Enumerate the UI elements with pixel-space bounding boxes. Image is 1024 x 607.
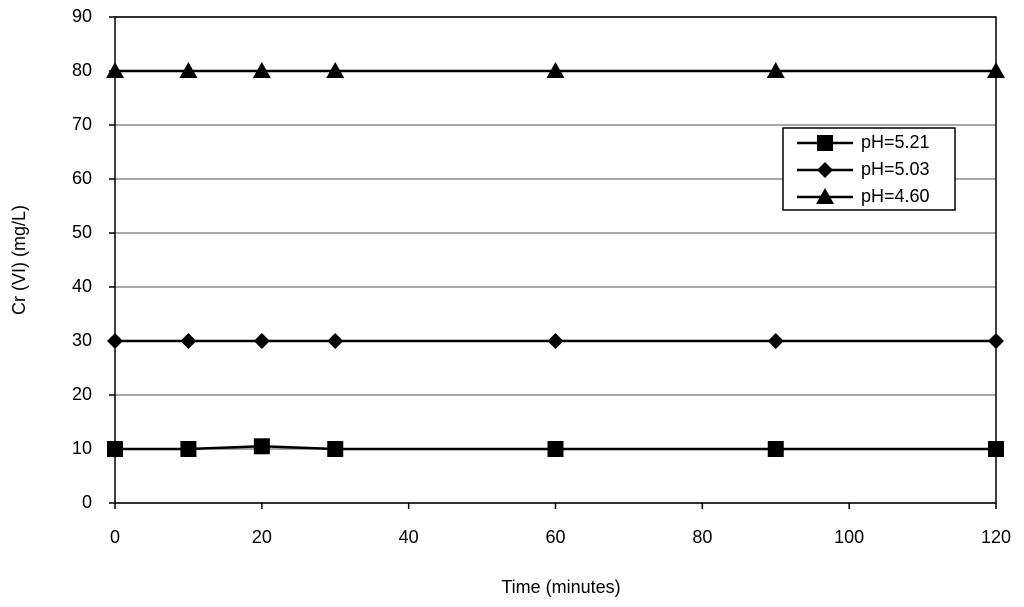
marker (988, 441, 1004, 457)
x-tick-label: 80 (692, 527, 712, 547)
marker (327, 333, 344, 349)
y-tick-label: 20 (72, 384, 92, 404)
marker (106, 62, 124, 78)
marker (546, 62, 565, 78)
marker (252, 62, 271, 78)
marker (767, 333, 784, 349)
plot-border (114, 16, 997, 504)
x-tick-label: 60 (545, 527, 565, 547)
marker (253, 333, 270, 349)
x-tick-label: 120 (981, 527, 1011, 547)
legend-label: pH=4.60 (861, 186, 930, 206)
marker (988, 333, 1004, 349)
marker (547, 333, 564, 349)
marker (987, 62, 1005, 78)
marker (107, 441, 123, 457)
y-tick-label: 40 (72, 276, 92, 296)
x-tick-label: 20 (252, 527, 272, 547)
y-tick-label: 0 (82, 492, 92, 512)
y-tick-label: 60 (72, 168, 92, 188)
y-tick-label: 80 (72, 60, 92, 80)
marker (179, 62, 198, 78)
y-axis-title: Cr (VI) (mg/L) (9, 205, 29, 315)
legend-label: pH=5.03 (861, 159, 930, 179)
x-tick-label: 0 (110, 527, 120, 547)
marker (766, 62, 785, 78)
marker (767, 441, 784, 457)
y-tick-label: 30 (72, 330, 92, 350)
marker (107, 333, 123, 349)
marker (326, 62, 345, 78)
marker (253, 438, 270, 455)
x-tick-label: 100 (834, 527, 864, 547)
y-tick-label: 90 (72, 6, 92, 26)
y-tick-label: 50 (72, 222, 92, 242)
marker (547, 441, 564, 457)
legend-marker (817, 135, 833, 151)
x-tick-label: 40 (399, 527, 419, 547)
legend-marker (817, 162, 833, 178)
x-axis-title: Time (minutes) (501, 577, 620, 597)
marker (327, 441, 344, 457)
marker (180, 333, 197, 349)
legend-label: pH=5.21 (861, 132, 930, 152)
legend-marker (816, 188, 834, 204)
y-tick-label: 10 (72, 438, 92, 458)
marker (180, 441, 197, 457)
y-tick-label: 70 (72, 114, 92, 134)
